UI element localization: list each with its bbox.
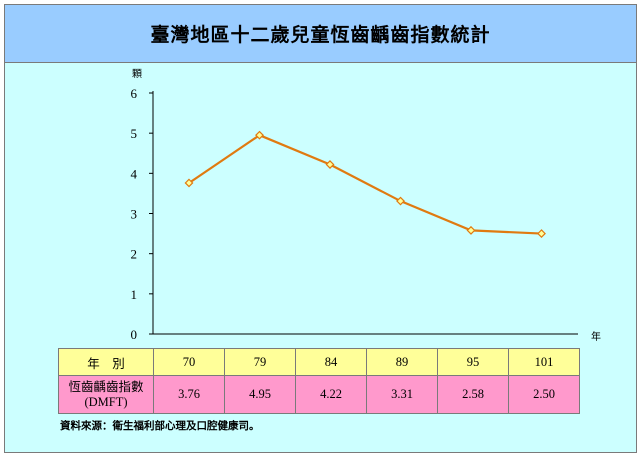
data-point-marker — [466, 225, 476, 235]
value-cell: 2.58 — [437, 375, 509, 414]
value-cell: 4.95 — [224, 375, 296, 414]
value-cell: 2.50 — [508, 375, 580, 414]
data-point-marker — [184, 178, 194, 188]
y-tick-label: 5 — [131, 126, 138, 141]
data-table: 年 別 70 79 84 89 95 101 恆齒齲齒指數 (DMFT) 3.7… — [58, 348, 580, 414]
value-cell: 4.22 — [295, 375, 367, 414]
data-point-marker — [325, 160, 335, 169]
y-tick-labels: 0 1 2 3 4 5 6 — [131, 86, 138, 342]
year-cell: 84 — [295, 348, 367, 376]
axes — [149, 91, 578, 335]
y-tick-label: 0 — [131, 327, 138, 342]
value-cell: 3.76 — [153, 375, 225, 414]
year-cell: 101 — [508, 348, 580, 376]
year-cell: 79 — [224, 348, 296, 376]
y-tick-label: 2 — [131, 247, 138, 262]
value-header-line2: (DMFT) — [84, 394, 128, 409]
title-bar: 臺灣地區十二歲兒童恆齒齲齒指數統計 — [5, 5, 636, 63]
value-row: 恆齒齲齒指數 (DMFT) 3.76 4.95 4.22 3.31 2.58 2… — [58, 375, 580, 414]
y-tick-label: 6 — [131, 86, 138, 101]
series-layer — [184, 130, 546, 239]
y-tick-label: 4 — [131, 166, 138, 181]
y-axis-unit-label: 顆 — [132, 68, 142, 80]
year-cell: 95 — [437, 348, 509, 376]
year-cell: 89 — [366, 348, 438, 376]
series-line — [188, 133, 542, 235]
value-row-header: 恆齒齲齒指數 (DMFT) — [58, 375, 154, 414]
y-tick-label: 3 — [131, 207, 138, 222]
data-point-marker — [537, 229, 546, 239]
x-axis-unit-label: 年 — [591, 330, 601, 343]
year-cell: 70 — [153, 348, 225, 376]
data-point-marker — [396, 196, 405, 206]
source-note: 資料來源：衛生福利部心理及口腔健康司。 — [60, 420, 260, 432]
value-cell: 3.31 — [366, 375, 438, 414]
chart-title: 臺灣地區十二歲兒童恆齒齲齒指數統計 — [150, 24, 491, 46]
y-tick-label: 1 — [131, 287, 138, 302]
value-header-line1: 恆齒齲齒指數 — [68, 379, 144, 394]
year-row: 年 別 70 79 84 89 95 101 — [58, 348, 580, 376]
data-point-marker — [255, 130, 264, 140]
year-row-header: 年 別 — [58, 348, 154, 376]
